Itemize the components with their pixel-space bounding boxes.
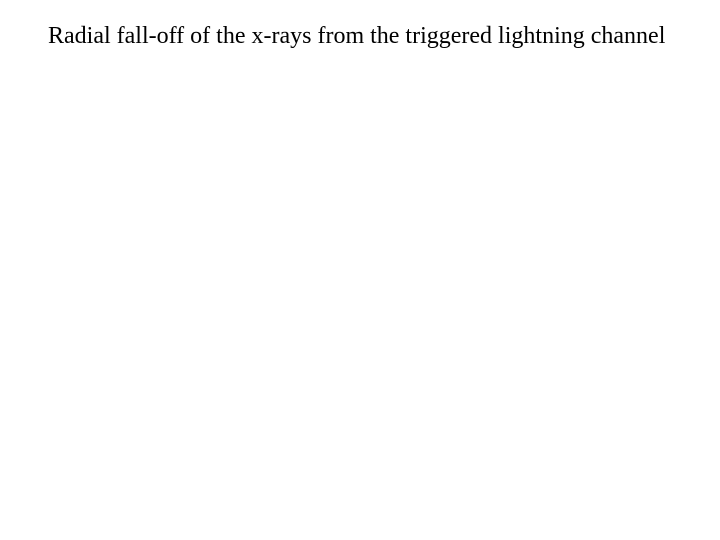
slide-title: Radial fall-off of the x-rays from the t… xyxy=(48,23,665,50)
slide-container: Radial fall-off of the x-rays from the t… xyxy=(0,0,720,540)
